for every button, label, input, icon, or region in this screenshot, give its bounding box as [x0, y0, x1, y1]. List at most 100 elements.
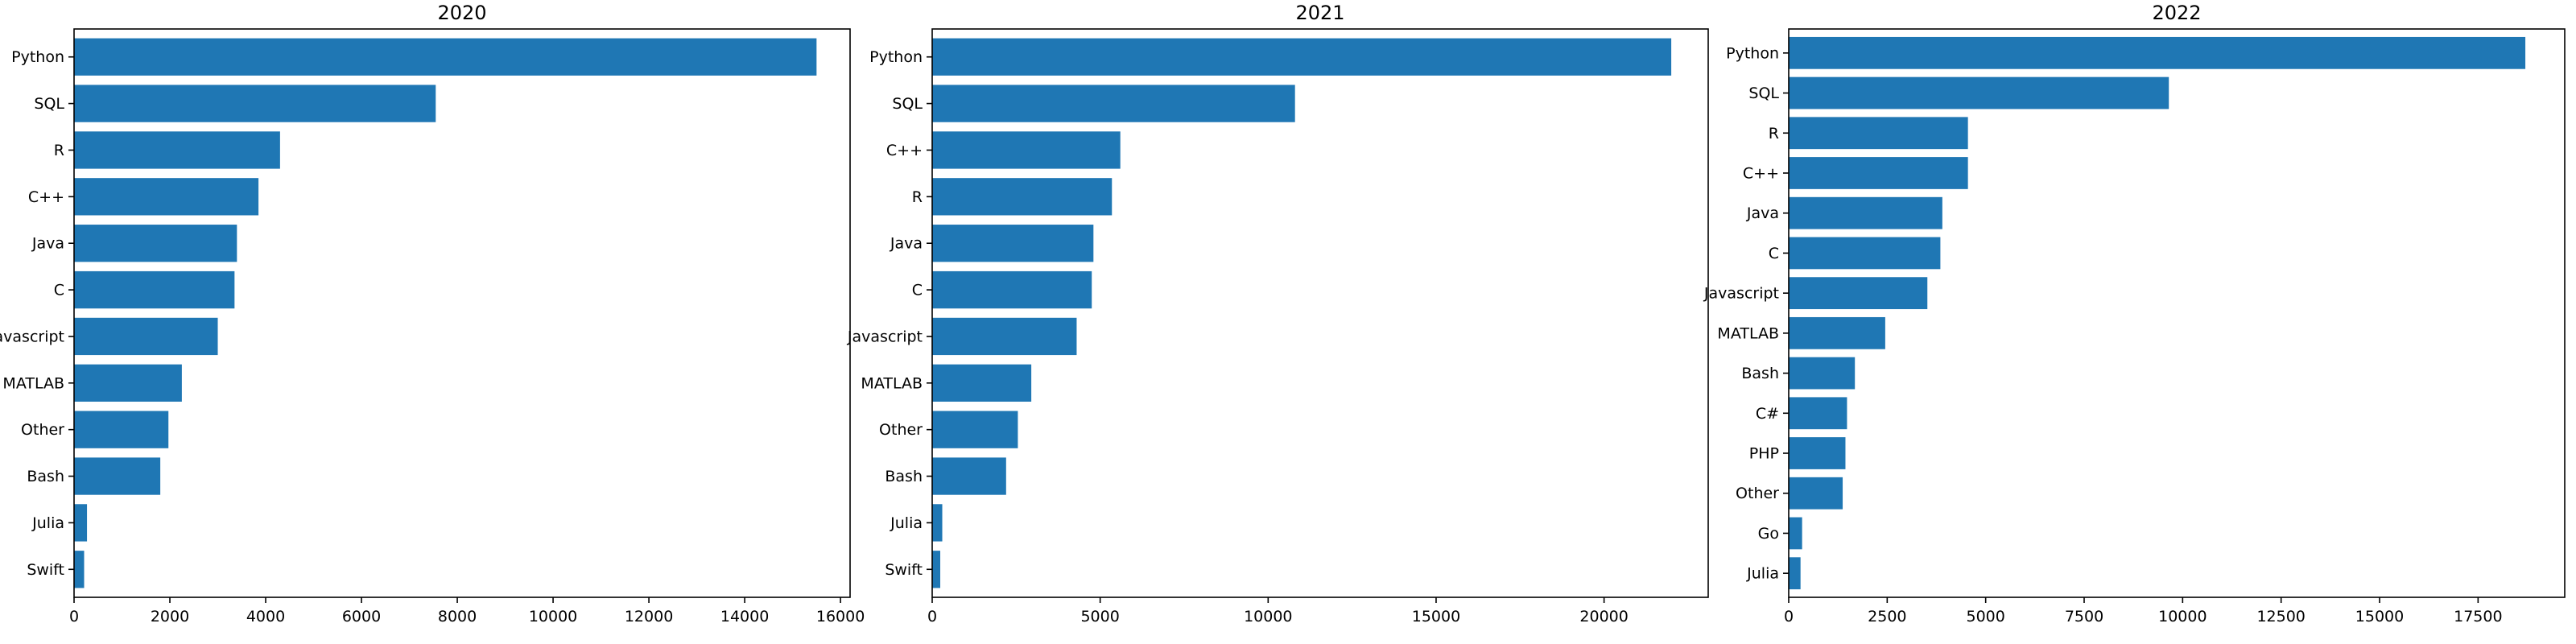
- bar-c: [74, 270, 235, 309]
- x-tick-label: 15000: [2355, 608, 2404, 625]
- axes-frame: [1788, 28, 2566, 598]
- y-tick-label: SQL: [1748, 85, 1779, 102]
- bar-other: [932, 411, 1018, 448]
- y-tick-label: Swift: [27, 561, 64, 579]
- y-axis: Python SQL R C++ Java C Javascript MATLAB Bash C#…: [1703, 44, 1789, 583]
- bar-c: [932, 270, 1092, 309]
- bar-python: [932, 38, 1672, 76]
- y-tick-label: SQL: [892, 95, 923, 113]
- bar-julia: [1789, 557, 1801, 590]
- x-tick-label: 2500: [1868, 608, 1906, 625]
- y-tick-label: Go: [1758, 525, 1779, 543]
- bar-group: [932, 38, 1672, 588]
- x-tick-label: 0: [1784, 608, 1794, 625]
- y-tick-label: SQL: [34, 95, 64, 113]
- x-tick-label: 7500: [2065, 608, 2103, 625]
- y-tick-label: Julia: [890, 514, 923, 532]
- bar-javascript: [932, 317, 1077, 356]
- bar-sql: [74, 85, 436, 122]
- bar-python: [1789, 36, 2526, 69]
- bar-other: [74, 411, 169, 448]
- x-tick-label: 6000: [342, 608, 381, 625]
- y-tick-label: Bash: [885, 468, 923, 485]
- y-tick-label: C: [1769, 245, 1779, 262]
- y-axis: Python SQL C++ R Java C Javascript MATLAB Other B…: [847, 48, 932, 579]
- y-tick-label: Other: [21, 421, 64, 439]
- y-tick-label: Bash: [27, 468, 64, 485]
- y-tick-label: Other: [879, 421, 923, 439]
- bar-cplusplus: [1789, 157, 1968, 189]
- y-tick-label: C: [912, 282, 923, 299]
- bar-java: [74, 225, 237, 262]
- bar-swift: [74, 551, 85, 588]
- bar-javascript: [74, 317, 218, 356]
- x-tick-label: 5000: [1966, 608, 2004, 625]
- bar-javascript: [1789, 277, 1928, 310]
- x-tick-label: 4000: [246, 608, 285, 625]
- x-axis: 0 2500 5000 7500 10000 12500 15000 17500: [1784, 597, 2503, 625]
- subplot-2020: 2020 Python SQL R C++ Java C Javascript MATLAB O…: [0, 2, 865, 625]
- y-axis: Python SQL R C++ Java C Javascript MATLAB Other B…: [0, 48, 74, 579]
- x-tick-label: 5000: [1080, 608, 1119, 625]
- y-tick-label: C: [54, 282, 64, 299]
- x-tick-label: 2000: [151, 608, 189, 625]
- bar-r: [74, 131, 280, 169]
- x-tick-label: 17500: [2454, 608, 2502, 625]
- bar-matlab: [932, 364, 1032, 402]
- bar-julia: [932, 504, 943, 542]
- y-tick-label: Python: [11, 48, 64, 66]
- axes-frame: [931, 28, 1709, 598]
- y-tick-label: Java: [1746, 204, 1779, 222]
- subplot-title: 2021: [1295, 2, 1344, 24]
- x-tick-label: 12500: [2256, 608, 2305, 625]
- bar-group: [74, 38, 817, 588]
- y-tick-label: Bash: [1741, 365, 1779, 382]
- x-tick-label: 15000: [1412, 608, 1460, 625]
- x-tick-label: 20000: [1579, 608, 1628, 625]
- x-tick-label: 16000: [816, 608, 865, 625]
- bar-go: [1789, 517, 1802, 550]
- y-tick-label: Java: [890, 235, 923, 253]
- y-tick-label: C++: [28, 188, 64, 206]
- y-tick-label: C++: [886, 142, 923, 159]
- bar-c: [1789, 237, 1941, 270]
- bar-julia: [74, 504, 88, 542]
- bar-php: [1789, 437, 1846, 469]
- bar-bash: [74, 457, 161, 495]
- x-tick-label: 12000: [625, 608, 673, 625]
- x-tick-label: 10000: [529, 608, 577, 625]
- y-tick-label: Python: [1726, 44, 1779, 62]
- x-tick-label: 0: [927, 608, 937, 625]
- y-tick-label: Julia: [1746, 565, 1779, 583]
- subplot-title: 2020: [437, 2, 486, 24]
- bar-r: [932, 178, 1113, 216]
- y-tick-label: Python: [869, 48, 923, 66]
- x-tick-label: 8000: [438, 608, 477, 625]
- bar-group: [1789, 36, 2526, 590]
- y-tick-label: Julia: [31, 514, 64, 532]
- subplot-2021: 2021 Python SQL C++ R Java C Javascript MATLAB O…: [847, 2, 1709, 625]
- subplot-title: 2022: [2152, 2, 2201, 24]
- y-tick-label: Javascript: [1703, 285, 1779, 303]
- y-tick-label: MATLAB: [1717, 324, 1779, 342]
- y-tick-label: Swift: [885, 561, 923, 579]
- bar-other: [1789, 477, 1843, 510]
- x-tick-label: 10000: [2158, 608, 2207, 625]
- bar-matlab: [1789, 316, 1885, 349]
- y-tick-label: C++: [1743, 164, 1779, 182]
- bar-bash: [932, 457, 1006, 495]
- y-tick-label: Javascript: [847, 328, 923, 345]
- bar-matlab: [74, 364, 182, 402]
- y-tick-label: R: [54, 142, 64, 159]
- x-tick-label: 10000: [1244, 608, 1292, 625]
- bar-cplusplus: [932, 131, 1121, 169]
- y-tick-label: R: [1769, 125, 1779, 142]
- bar-java: [932, 225, 1094, 262]
- bar-bash: [1789, 357, 1856, 390]
- y-tick-label: R: [912, 188, 923, 206]
- x-tick-label: 14000: [720, 608, 769, 625]
- y-tick-label: Other: [1736, 485, 1779, 502]
- x-tick-label: 0: [69, 608, 79, 625]
- y-tick-label: PHP: [1749, 445, 1779, 463]
